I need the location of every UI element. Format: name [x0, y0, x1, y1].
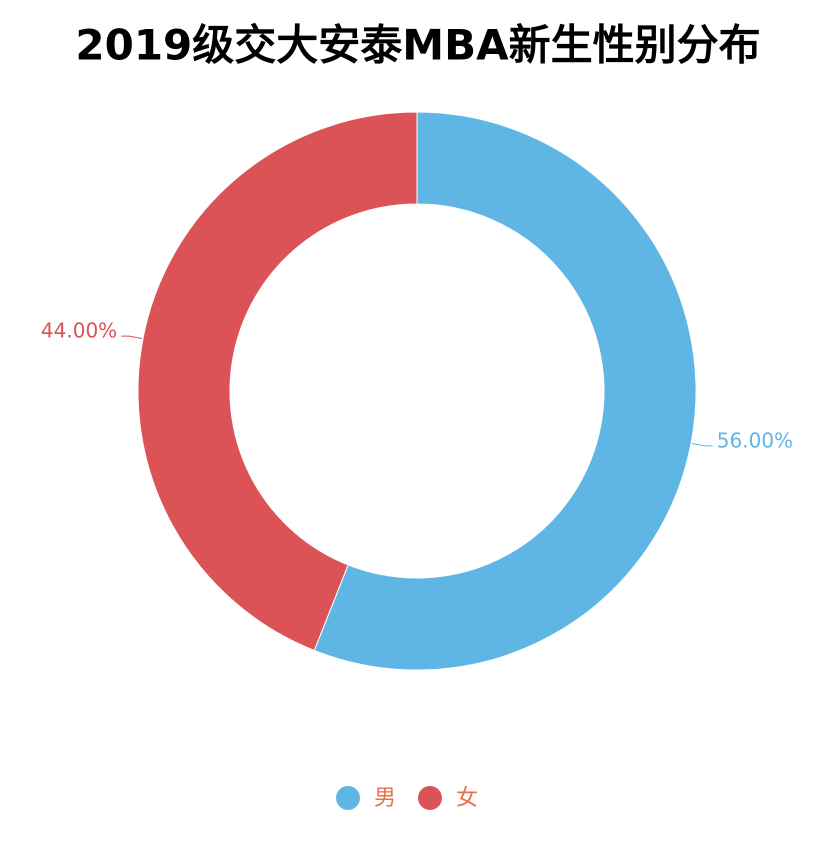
- value-label: 56.00%: [717, 428, 793, 452]
- slice: [137, 111, 418, 652]
- legend-marker[interactable]: [336, 786, 360, 810]
- legend-marker[interactable]: [418, 786, 442, 810]
- chart-title: 2019级交大安泰MBA新生性别分布: [75, 21, 760, 70]
- slice: [313, 111, 697, 671]
- legend-label[interactable]: 女: [456, 786, 478, 811]
- label-line: [121, 335, 143, 340]
- value-label: 44.00%: [41, 319, 117, 343]
- legend-label[interactable]: 男: [374, 786, 396, 811]
- label-line: [691, 442, 713, 447]
